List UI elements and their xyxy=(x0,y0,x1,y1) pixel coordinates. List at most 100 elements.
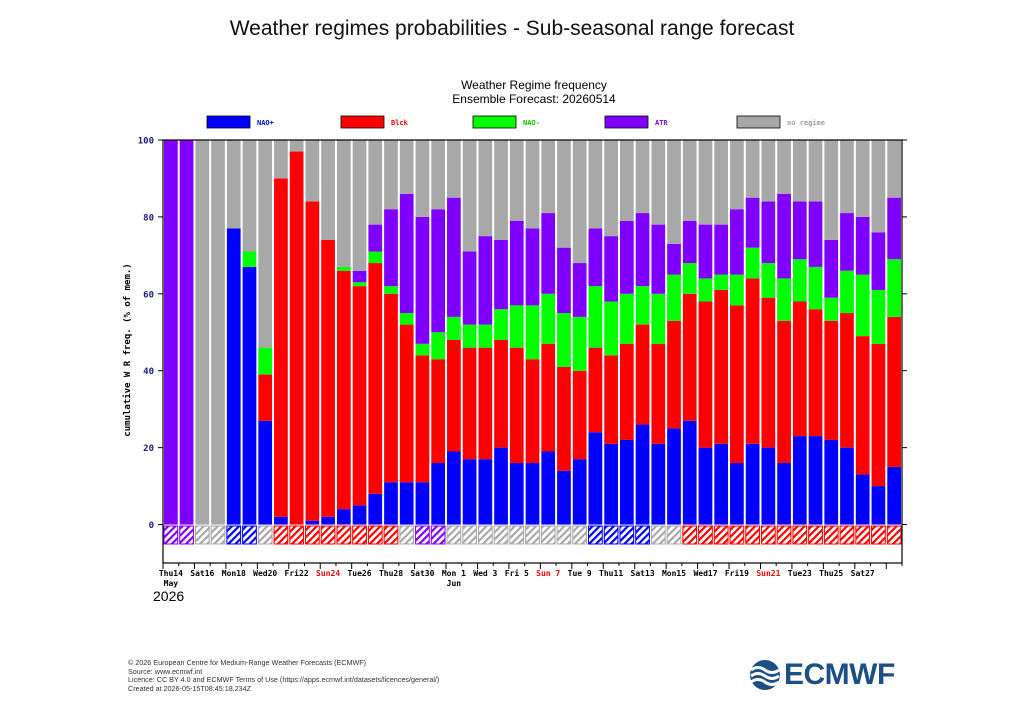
legend-swatch xyxy=(206,115,251,129)
dominant-cell xyxy=(682,525,698,545)
bar-no-regime xyxy=(431,140,446,210)
dominant-cell xyxy=(871,525,886,545)
bar-blck xyxy=(447,339,461,452)
bar-atr xyxy=(494,239,508,310)
bar-no-regime xyxy=(667,140,681,244)
bar-no-regime xyxy=(195,140,210,525)
dominant-cell xyxy=(808,525,823,545)
legend-label: ATR xyxy=(655,119,668,127)
bar-blck xyxy=(887,316,901,467)
bar-nao- xyxy=(667,274,681,321)
bar-nao- xyxy=(635,286,650,325)
bar-blck xyxy=(792,301,807,437)
bar-nao- xyxy=(509,305,524,348)
bar-atr xyxy=(509,220,524,306)
bar-nao+ xyxy=(682,420,697,525)
bar-blck xyxy=(651,343,666,444)
bar-nao- xyxy=(258,347,273,375)
bar-blck xyxy=(289,151,304,525)
bar-atr xyxy=(745,197,760,248)
bar-atr xyxy=(399,193,414,314)
bar-atr xyxy=(572,263,587,317)
bar-no-regime xyxy=(887,140,901,198)
bar-no-regime xyxy=(242,140,257,252)
bar-atr xyxy=(761,201,776,264)
bar-nao- xyxy=(447,316,461,340)
bar-blck xyxy=(619,343,634,440)
y-tick-label: 100 xyxy=(138,137,154,147)
x-tick-label: Sat27 xyxy=(851,569,875,578)
bar-nao+ xyxy=(619,439,634,525)
bar-nao- xyxy=(855,274,870,337)
bar-nao+ xyxy=(274,516,288,525)
bar-blck xyxy=(714,289,729,444)
bar-atr xyxy=(792,201,807,260)
bar-nao- xyxy=(887,259,901,317)
ecmwf-logo-icon xyxy=(750,660,780,690)
bar-blck xyxy=(478,347,493,460)
bar-nao- xyxy=(824,297,839,321)
bar-blck xyxy=(572,370,587,460)
bar-nao+ xyxy=(431,463,446,525)
bar-blck xyxy=(368,263,383,494)
bar-blck xyxy=(462,347,477,460)
chart-legend: NAO+ Blck NAO- ATR no regime xyxy=(206,115,825,129)
bar-nao+ xyxy=(745,443,760,525)
y-tick-label: 20 xyxy=(143,444,154,454)
bar-no-regime xyxy=(871,140,886,233)
bar-atr xyxy=(698,224,713,279)
y-tick-label: 40 xyxy=(143,367,154,377)
bar-no-regime xyxy=(211,140,225,525)
dominant-cell xyxy=(635,525,650,545)
dominant-cell xyxy=(855,525,871,545)
bar-blck xyxy=(777,320,791,464)
legend-label: NAO+ xyxy=(257,119,274,127)
bar-no-regime xyxy=(321,140,335,240)
bar-atr xyxy=(777,193,791,279)
bar-atr xyxy=(352,270,367,283)
bar-nao- xyxy=(557,313,571,367)
bar-no-regime xyxy=(792,140,807,202)
chart-subtitle: Ensemble Forecast: 20260514 xyxy=(452,92,616,106)
bar-no-regime xyxy=(352,140,367,271)
bar-blck xyxy=(588,347,603,433)
bar-no-regime xyxy=(274,140,288,179)
bar-nao+ xyxy=(792,436,807,525)
bar-atr xyxy=(447,197,461,317)
bar-no-regime xyxy=(824,140,839,240)
bar-no-regime xyxy=(509,140,524,221)
bar-blck xyxy=(321,239,335,517)
bar-nao+ xyxy=(730,463,744,525)
bar-blck xyxy=(824,320,839,440)
x-tick-label: Thu25 xyxy=(819,569,843,578)
dominant-cell xyxy=(792,525,808,545)
bar-nao+ xyxy=(384,482,398,525)
x-tick-label: Sun24 xyxy=(316,569,340,578)
month-label: May xyxy=(164,579,179,588)
bar-atr xyxy=(714,224,729,275)
bar-atr xyxy=(164,140,178,525)
bar-blck xyxy=(525,359,540,464)
x-tick-label: Thu11 xyxy=(599,569,623,578)
bar-atr xyxy=(557,247,571,314)
bar-blck xyxy=(698,301,713,448)
legend-swatch xyxy=(340,115,385,129)
bar-nao- xyxy=(792,259,807,302)
bar-atr xyxy=(651,224,666,294)
bar-nao- xyxy=(462,324,477,348)
bar-nao- xyxy=(541,293,556,344)
bar-blck xyxy=(855,336,870,475)
bar-no-regime xyxy=(258,140,273,348)
bar-no-regime xyxy=(572,140,587,264)
ecmwf-logo: ECMWF xyxy=(748,658,898,694)
bar-nao+ xyxy=(777,463,791,525)
bar-blck xyxy=(415,355,430,483)
bar-nao- xyxy=(352,282,367,287)
dominant-cell xyxy=(540,525,556,545)
bar-nao+ xyxy=(525,463,540,525)
bar-no-regime xyxy=(336,140,351,267)
bar-blck xyxy=(258,374,273,421)
bar-atr xyxy=(635,213,650,287)
bar-nao- xyxy=(494,309,508,340)
bar-no-regime xyxy=(588,140,603,229)
